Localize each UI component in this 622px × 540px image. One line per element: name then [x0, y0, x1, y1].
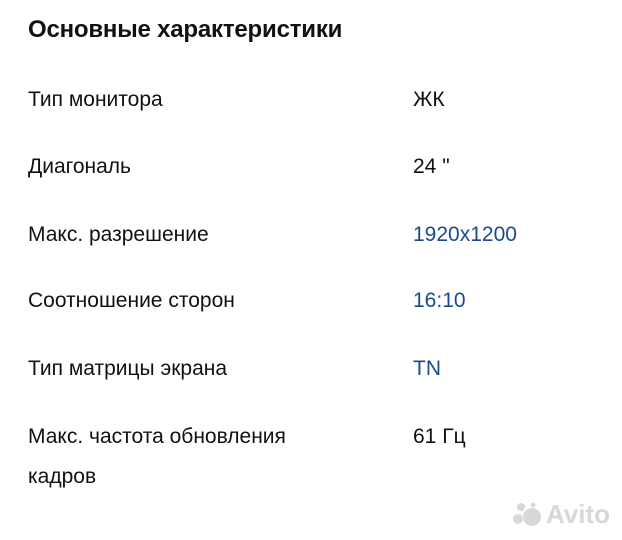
spec-value: 24 " — [413, 155, 450, 178]
spec-value: 61 Гц — [413, 425, 466, 448]
spec-label: Диагональ — [28, 155, 131, 178]
section-title: Основные характеристики — [28, 16, 343, 43]
spec-label: Соотношение сторон — [28, 289, 235, 312]
spec-label: Тип матрицы экрана — [28, 357, 228, 380]
spec-value-link[interactable]: TN — [413, 357, 441, 380]
avito-watermark: Avito — [512, 499, 610, 530]
watermark-text: Avito — [545, 499, 610, 529]
spec-value-link[interactable]: 16:10 — [413, 289, 466, 312]
spec-value-link[interactable]: 1920x1200 — [413, 223, 517, 246]
spec-label: Тип монитора — [28, 88, 163, 111]
avito-logo-icon — [512, 502, 541, 526]
spec-label: Макс. разрешение — [28, 223, 209, 246]
spec-value: ЖК — [413, 88, 445, 111]
spec-label: Макс. частота обновления кадров — [28, 425, 286, 488]
